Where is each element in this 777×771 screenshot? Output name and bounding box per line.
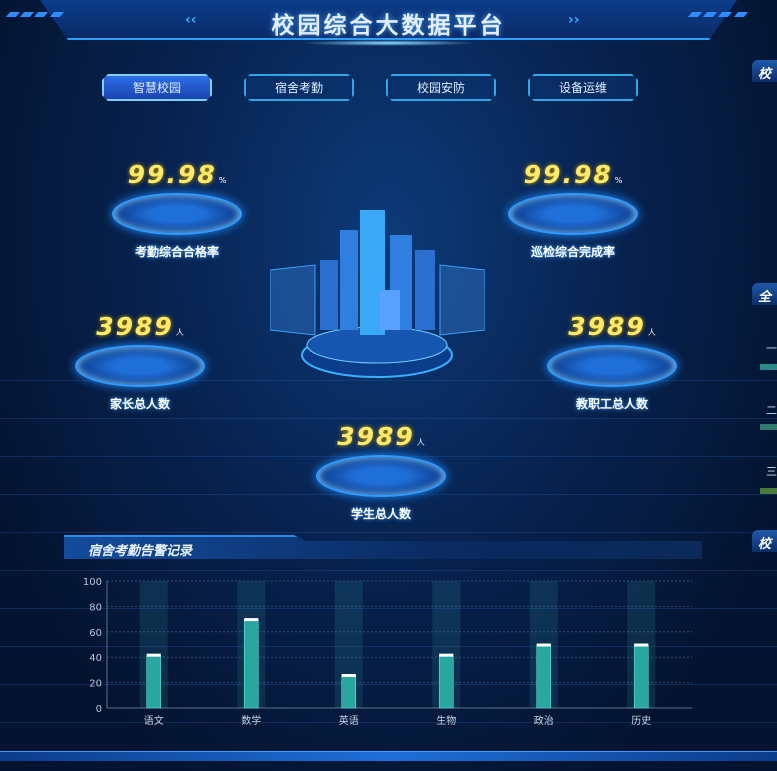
right-row-bar <box>760 488 777 494</box>
disk-icon <box>75 345 205 387</box>
stat-label: 学生总人数 <box>350 507 411 521</box>
right-panel-head: 校 <box>752 60 777 82</box>
footer-bar <box>0 751 777 761</box>
stat-students: 3989 人 学生总人数 <box>316 422 446 522</box>
tab-campus-security[interactable]: 校园安防 <box>386 74 496 101</box>
right-panel-head: 全 <box>752 283 777 305</box>
x-tick-label: 历史 <box>631 715 651 727</box>
right-row-bar <box>760 424 777 430</box>
stat-unit: 人 <box>647 328 656 337</box>
stat-unit: 人 <box>175 328 184 337</box>
bar <box>438 654 454 709</box>
x-tick-label: 生物 <box>436 714 456 727</box>
bar-cap <box>536 643 551 647</box>
right-row-label: 一 <box>766 342 777 355</box>
campus-3d-illustration <box>270 210 485 378</box>
disk-icon <box>547 345 677 387</box>
stat-unit: 人 <box>416 438 425 447</box>
tab-smart-campus[interactable]: 智慧校园 <box>102 74 212 101</box>
disk-icon <box>508 193 638 235</box>
header: ‹‹ ›› 校园综合大数据平台 <box>0 0 777 52</box>
right-row-bar <box>760 364 777 370</box>
stat-parents: 3989 人 家长总人数 <box>75 312 205 412</box>
stat-attendance-rate: 99.98% 考勤综合合格率 <box>112 160 242 260</box>
tab-device-maintenance[interactable]: 设备运维 <box>528 74 638 101</box>
bar-cap <box>439 653 454 657</box>
stat-staff: 3989 人 教职工总人数 <box>547 312 677 412</box>
bar-cap <box>244 618 259 622</box>
stat-value: 99.98 <box>523 160 613 189</box>
bar-cap <box>146 653 161 657</box>
disk-icon <box>316 455 446 497</box>
nav-tabs: 智慧校园 宿舍考勤 校园安防 设备运维 <box>102 74 638 101</box>
stat-label: 教职工总人数 <box>575 397 648 411</box>
x-tick-label: 数学 <box>241 714 261 727</box>
bar <box>243 618 259 709</box>
right-row-label: 二 <box>766 404 777 417</box>
stat-inspection-rate: 99.98% 巡检综合完成率 <box>508 160 638 260</box>
x-tick-label: 英语 <box>339 714 359 727</box>
bar <box>633 644 649 709</box>
page-title: 校园综合大数据平台 <box>271 13 506 39</box>
stat-value: 99.98 <box>127 160 217 189</box>
alarm-bar-chart: 0 20 40 60 80 100 语文 数学 英语 生物 政治 历史 <box>83 577 692 727</box>
stat-value: 3989 <box>96 312 174 341</box>
bar <box>341 674 357 709</box>
right-row-label: 三 <box>766 465 777 478</box>
stat-unit: % <box>218 176 227 185</box>
stat-label: 家长总人数 <box>109 397 170 411</box>
y-tick-label: 20 <box>89 679 102 690</box>
x-tick-label: 语文 <box>144 714 164 727</box>
chart-panel-title: 宿舍考勤告警记录 <box>88 544 193 559</box>
stat-value: 3989 <box>568 312 646 341</box>
x-tick-label: 政治 <box>534 714 554 727</box>
stat-value: 3989 <box>337 422 415 451</box>
bar <box>146 654 162 709</box>
bar-cap <box>634 643 649 647</box>
y-tick-label: 80 <box>89 602 102 613</box>
y-tick-label: 40 <box>89 653 102 664</box>
stat-unit: % <box>614 176 623 185</box>
y-tick-label: 60 <box>89 628 102 639</box>
right-panel-head: 校 <box>752 530 777 552</box>
tab-dorm-attendance[interactable]: 宿舍考勤 <box>244 74 354 101</box>
stat-label: 考勤综合合格率 <box>134 245 219 259</box>
chevron-left-icon: ‹‹ <box>185 12 197 28</box>
bar-cap <box>341 673 356 677</box>
y-tick-label: 100 <box>83 577 102 588</box>
bar <box>536 644 552 709</box>
stat-label: 巡检综合完成率 <box>530 245 615 259</box>
disk-icon <box>112 193 242 235</box>
y-tick-label: 0 <box>96 704 102 715</box>
chevron-right-icon: ›› <box>568 12 580 28</box>
